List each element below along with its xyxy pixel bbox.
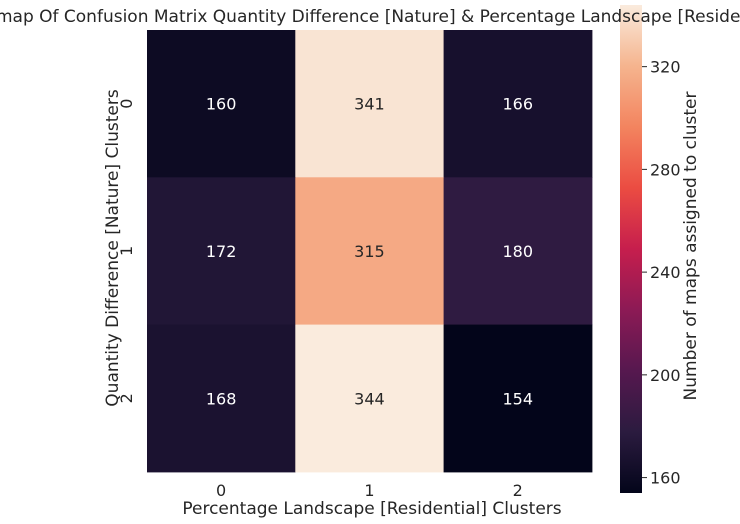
heatmap-cell <box>443 324 593 473</box>
heatmap-cell-value: 172 <box>206 242 237 261</box>
heatmap-cell <box>147 30 296 178</box>
x-axis-ticks: 0 1 2 <box>216 481 523 500</box>
heatmap-cell-value: 341 <box>354 95 385 114</box>
heatmap-cell-value: 154 <box>502 389 533 408</box>
heatmap-cell <box>443 177 593 326</box>
colorbar-tick-label: 320 <box>650 58 681 77</box>
heatmap-cell <box>295 30 445 178</box>
heatmap-cell-value: 315 <box>354 242 385 261</box>
colorbar-ticks: 160 200 240 280 320 <box>642 58 681 488</box>
x-tick-label: 0 <box>216 481 226 500</box>
colorbar-gradient <box>620 5 642 493</box>
heatmap-cells <box>147 30 593 473</box>
y-tick-label: 1 <box>117 246 136 256</box>
colorbar-tick-label: 280 <box>650 160 681 179</box>
heatmap-cell <box>443 30 593 178</box>
y-tick-label: 0 <box>117 99 136 109</box>
heatmap-cell <box>295 324 445 473</box>
colorbar: 160 200 240 280 320 <box>620 5 681 493</box>
x-tick-label: 1 <box>364 481 374 500</box>
heatmap-cell <box>295 177 445 326</box>
x-axis-label: Percentage Landscape [Residential] Clust… <box>182 499 561 519</box>
y-axis-label: Quantity Difference [Nature] Clusters <box>103 89 123 407</box>
heatmap-cell-value: 180 <box>502 242 533 261</box>
colorbar-tick-label: 240 <box>650 263 681 282</box>
y-axis-ticks: 0 1 2 <box>117 99 136 404</box>
heatmap-cell-value: 168 <box>206 389 237 408</box>
heatmap-cell-value: 166 <box>502 95 533 114</box>
heatmap-cell <box>147 324 296 473</box>
heatmap-cell-value: 160 <box>206 95 237 114</box>
x-tick-label: 2 <box>513 481 523 500</box>
y-tick-label: 2 <box>117 393 136 403</box>
heatmap-cell <box>147 177 296 326</box>
colorbar-label: Number of maps assigned to cluster <box>681 92 701 401</box>
heatmap-cell-labels: 160 341 166 172 315 180 168 344 154 <box>206 95 533 409</box>
chart-title: Heatmap Of Confusion Matrix Quantity Dif… <box>0 7 740 27</box>
heatmap-cell-value: 344 <box>354 389 385 408</box>
colorbar-tick-label: 160 <box>650 469 681 488</box>
colorbar-tick-label: 200 <box>650 366 681 385</box>
